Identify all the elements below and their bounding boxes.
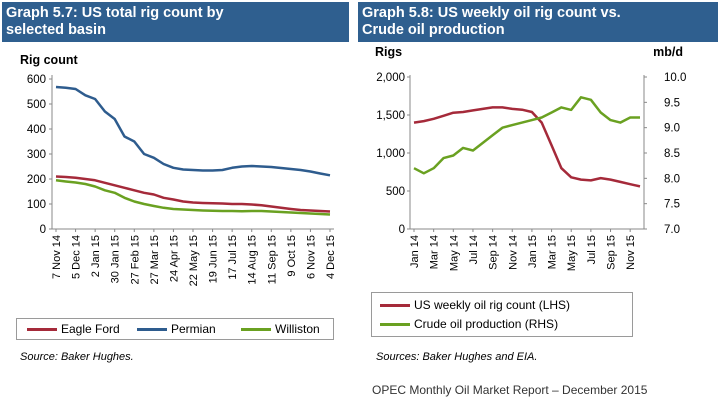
graph-5-7-x-tick-label: 4 Dec 15 — [325, 235, 337, 279]
legend-crude-production-label: Crude oil production (RHS) — [414, 317, 559, 331]
graph-5-8-x-tick-label: Nov 15 — [625, 235, 637, 270]
graph-5-8-left-tick-label: 2,000 — [376, 72, 405, 84]
permian-swatch — [137, 327, 167, 331]
graph-5-8-x-tick-label: May 15 — [566, 235, 578, 271]
graph-5-8-x-tick-label: Sep 15 — [606, 235, 618, 270]
series-line-rig-count — [413, 106, 641, 188]
graph-5-8-right-tick-label: 8.5 — [664, 148, 680, 160]
graph-5-8-y-label-left: Rigs — [375, 45, 402, 59]
graph-5-7-x-tick-label: 27 Mar 15 — [149, 235, 161, 285]
graph-5-8-left-tick-label: 1,500 — [376, 110, 405, 122]
legend-permian-label: Permian — [171, 322, 216, 336]
graph-5-8-right-tick-label: 7.5 — [664, 199, 680, 211]
series-line-permian — [55, 85, 331, 177]
legend-permian: Permian — [137, 322, 216, 336]
graph-5-8-x-tick-label: Nov 14 — [507, 235, 519, 270]
graph-5-7-x-tick-label: 14 Aug 15 — [247, 235, 259, 285]
graph-5-7-y-tick-label: 200 — [27, 174, 46, 186]
graph-5-8-title-line1: Graph 5.8: US weekly oil rig count vs. — [362, 5, 621, 21]
williston-swatch — [241, 327, 271, 331]
graph-5-8-right-tick-label: 7.0 — [664, 224, 680, 236]
graph-5-7-legend: Eagle Ford Permian Williston — [16, 318, 334, 340]
graph-5-7-title-line1: Graph 5.7: US total rig count by — [6, 5, 224, 21]
report-footer: OPEC Monthly Oil Market Report – Decembe… — [372, 383, 648, 397]
graph-5-8-x-tick-label: Jul 14 — [468, 235, 480, 264]
series-line-williston — [55, 179, 331, 216]
legend-eagle-ford: Eagle Ford — [27, 322, 120, 336]
graph-5-8-right-tick-label: 8.0 — [664, 173, 680, 185]
legend-crude-production: Crude oil production (RHS) — [380, 317, 558, 331]
legend-rig-count-label: US weekly oil rig count (LHS) — [414, 298, 571, 312]
rig-count-swatch — [380, 303, 410, 307]
graph-5-7-x-tick-label: 27 Feb 15 — [129, 235, 141, 285]
graph-5-8-title-line2: Crude oil production — [362, 22, 505, 38]
graph-5-7-title-line2: selected basin — [6, 22, 106, 38]
graph-5-7-x-tick-label: 24 Apr 15 — [168, 235, 180, 282]
graph-5-7-x-tick-label: 19 Jun 15 — [208, 235, 220, 283]
graph-5-8-x-tick-label: Mar 14 — [429, 235, 441, 269]
graph-5-7-y-tick-label: 600 — [27, 74, 46, 86]
graph-5-7-x-tick-label: 7 Nov 14 — [51, 235, 63, 279]
graph-5-8-right-tick-label: 9.0 — [664, 123, 680, 135]
graph-5-8-x-tick-label: Sep 14 — [488, 235, 500, 270]
graph-5-8-header: Graph 5.8: US weekly oil rig count vs. C… — [358, 2, 718, 42]
graph-5-8-left-tick-label: 500 — [386, 186, 405, 198]
graph-5-7-header: Graph 5.7: US total rig count by selecte… — [2, 2, 349, 42]
graph-5-7-x-tick-label: 30 Jan 15 — [110, 235, 122, 283]
graph-5-7-y-tick-label: 500 — [27, 99, 46, 111]
graph-5-7-x-tick-label: 5 Dec 14 — [71, 235, 83, 279]
graph-5-7-x-tick-label: 17 Jul 15 — [227, 235, 239, 280]
legend-rig-count: US weekly oil rig count (LHS) — [380, 298, 570, 312]
graph-5-8-y-label-right: mb/d — [653, 45, 683, 59]
graph-5-7-x-tick-label: 2 Jan 15 — [90, 235, 102, 277]
graph-5-7-x-tick-label: 6 Nov 15 — [305, 235, 317, 279]
graph-5-7-y-tick-label: 100 — [27, 199, 46, 211]
graph-5-7-x-tick-label: 11 Sep 15 — [266, 235, 278, 284]
graph-5-8-left-tick-label: 0 — [399, 224, 405, 236]
graph-5-7-x-tick-label: 9 Oct 15 — [286, 235, 298, 277]
legend-williston: Williston — [241, 322, 320, 336]
legend-eagle-ford-label: Eagle Ford — [61, 322, 120, 336]
graph-5-8-right-tick-label: 9.5 — [664, 97, 680, 109]
graph-5-7-y-tick-label: 400 — [27, 124, 46, 136]
graph-5-7-source: Source: Baker Hughes. — [20, 351, 134, 363]
graph-5-8-x-tick-label: Jan 15 — [527, 235, 539, 268]
legend-williston-label: Williston — [275, 322, 320, 336]
graph-5-8-x-tick-label: Jul 15 — [586, 235, 598, 264]
series-line-crude-production — [413, 96, 640, 175]
graph-5-7-y-tick-label: 300 — [27, 149, 46, 161]
graph-5-8-x-tick-label: Mar 15 — [547, 235, 559, 269]
graph-5-7-y-label: Rig count — [20, 53, 78, 67]
graph-5-7-x-tick-label: 22 May 15 — [188, 235, 200, 286]
graph-5-8-x-tick-label: Jan 14 — [409, 235, 421, 268]
series-line-eagle-ford — [55, 175, 331, 213]
graph-5-8-source: Sources: Baker Hughes and EIA. — [376, 351, 538, 363]
crude-production-swatch — [380, 322, 410, 326]
graph-5-8-left-tick-label: 1,000 — [376, 148, 405, 160]
graph-5-8-legend: US weekly oil rig count (LHS) Crude oil … — [371, 292, 633, 337]
eagle-ford-swatch — [27, 327, 57, 331]
graph-5-8-right-tick-label: 10.0 — [664, 72, 686, 84]
graph-5-7-y-tick-label: 0 — [40, 224, 46, 236]
graph-5-8-x-tick-label: May 14 — [448, 235, 460, 271]
